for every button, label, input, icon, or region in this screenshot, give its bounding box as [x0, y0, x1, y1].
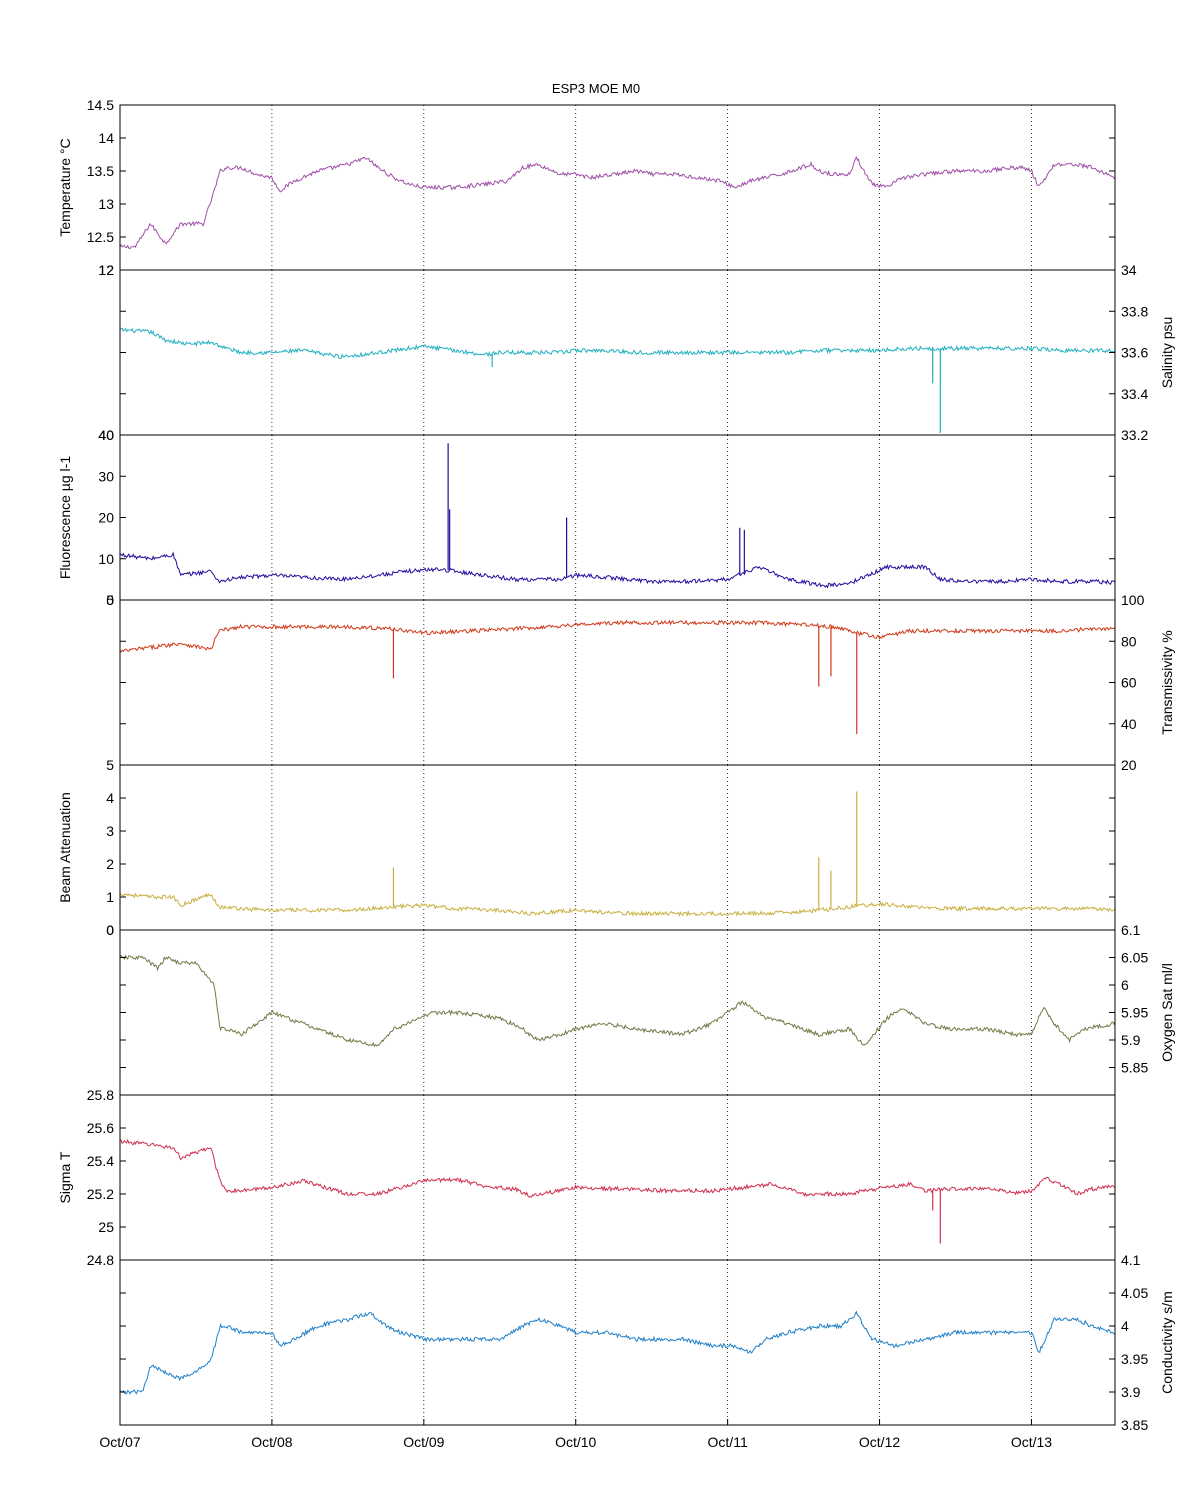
series-line-oxygen_sat	[119, 954, 1116, 1048]
y-tick-label: 40	[98, 427, 114, 443]
y-axis-label: Salinity psu	[1159, 317, 1175, 389]
panel-temperature: 12 12.5 13 13.5 14 14.5 Temperature °C	[57, 97, 1116, 278]
y-tick-label: 0	[106, 922, 114, 938]
y-tick-label: 2	[106, 856, 114, 872]
y-tick-label: 13.5	[87, 163, 114, 179]
series-line-sigma_t	[119, 1138, 1116, 1198]
y-tick-label: 5.85	[1121, 1060, 1148, 1076]
y-tick-label: 4	[1121, 1318, 1129, 1334]
x-tick-label: Oct/08	[251, 1434, 292, 1450]
y-tick-label: 100	[1121, 592, 1145, 608]
y-tick-label: 5.9	[1121, 1032, 1141, 1048]
y-tick-label: 5	[106, 757, 114, 773]
y-tick-label: 5	[106, 592, 114, 608]
x-tick-label: Oct/12	[859, 1434, 900, 1450]
series-line-salinity	[119, 327, 1116, 359]
y-axis-label: Conductivity s/m	[1159, 1291, 1175, 1394]
panel-salinity: 33.2 33.4 33.6 33.8 34 12 40 Salinity psu	[98, 262, 1175, 443]
series-line-beam_attenuation	[119, 892, 1116, 918]
y-tick-label: 3.9	[1121, 1384, 1141, 1400]
y-axis-label: Transmissivity %	[1159, 630, 1175, 735]
y-axis-label: Temperature °C	[57, 138, 73, 236]
panel-sigma_t: 24.8 25 25.2 25.4 25.6 25.8 Sigma T	[57, 1087, 1116, 1268]
y-tick-label: 4.1	[1121, 1252, 1141, 1268]
y-tick-label: 33.6	[1121, 345, 1148, 361]
y-tick-label: 3	[106, 823, 114, 839]
y-axis-label: Oxygen Sat ml/l	[1159, 963, 1175, 1062]
y-tick-label: 6.05	[1121, 950, 1148, 966]
panel-frame	[119, 1094, 1116, 1261]
panel-beam_attenuation: 0 1 2 3 4 5 Beam Attenuation	[57, 757, 1116, 938]
y-tick-label: 12.5	[87, 229, 114, 245]
x-tick-label: Oct/11	[708, 1434, 748, 1450]
y-tick-label: 25.4	[87, 1153, 114, 1169]
x-axis: Oct/07 Oct/08 Oct/09 Oct/10 Oct/11 Oct/12 Oct/…	[99, 1419, 1052, 1450]
panel-frame	[119, 269, 1116, 436]
y-tick-label: 1	[106, 889, 114, 905]
y-axis-label: Beam Attenuation	[57, 792, 73, 903]
y-tick-label: 10	[98, 551, 114, 567]
chart-title: ESP3 MOE M0	[552, 81, 640, 96]
y-tick-label: 40	[1121, 716, 1137, 732]
y-tick-label: 60	[1121, 675, 1137, 691]
y-tick-label: 0	[106, 922, 114, 938]
y-tick-label: 20	[1121, 757, 1137, 773]
panel-frame	[119, 599, 1116, 766]
y-tick-label: 33.8	[1121, 303, 1148, 319]
panel-fluorescence: 0 10 20 30 40 Fluorescence µg l-1	[57, 427, 1116, 608]
y-tick-label: 3.95	[1121, 1351, 1148, 1367]
y-tick-label: 33.2	[1121, 427, 1148, 443]
y-tick-label: 25.8	[87, 1087, 114, 1103]
y-tick-label: 6	[1121, 977, 1129, 993]
y-axis-label: Sigma T	[57, 1151, 73, 1203]
y-tick-label: 25	[98, 1219, 114, 1235]
y-axis-label: Fluorescence µg l-1	[57, 456, 73, 579]
y-tick-label: 3.85	[1121, 1417, 1148, 1433]
y-tick-label: 34	[1121, 262, 1137, 278]
y-tick-label: 24.8	[87, 1252, 114, 1268]
y-tick-label: 40	[98, 427, 114, 443]
y-tick-label: 30	[98, 468, 114, 484]
series-line-conductivity	[119, 1310, 1116, 1395]
y-tick-label: 20	[98, 510, 114, 526]
y-tick-label: 5.95	[1121, 1005, 1148, 1021]
y-tick-label: 4.05	[1121, 1285, 1148, 1301]
x-tick-label: Oct/13	[1011, 1434, 1052, 1450]
y-tick-label: 14.5	[87, 97, 114, 113]
y-tick-label: 14	[98, 130, 114, 146]
x-tick-label: Oct/07	[99, 1434, 140, 1450]
y-tick-label: 4	[106, 790, 114, 806]
panel-oxygen_sat: 5.85 5.9 5.95 6 6.05 6.1 0 Oxygen Sat ml/l	[106, 922, 1175, 1096]
panel-frame	[119, 1259, 1116, 1426]
y-tick-label: 25.6	[87, 1120, 114, 1136]
y-tick-label: 13	[98, 196, 114, 212]
y-tick-label: 6.1	[1121, 922, 1141, 938]
series-line-transmissivity	[119, 619, 1116, 653]
y-tick-label: 25.2	[87, 1186, 114, 1202]
panel-conductivity: 3.85 3.9 3.95 4 4.05 4.1 Conductivity s/m	[119, 1252, 1175, 1433]
y-tick-label: 80	[1121, 633, 1137, 649]
panel-frame	[119, 764, 1116, 931]
x-tick-label: Oct/09	[403, 1434, 444, 1450]
y-tick-label: 12	[98, 262, 114, 278]
series-line-fluorescence	[119, 551, 1116, 589]
panel-transmissivity: 20 40 60 80 100 5 Transmissivity %	[106, 592, 1175, 773]
y-tick-label: 33.4	[1121, 386, 1148, 402]
y-tick-label: 12	[98, 262, 114, 278]
x-tick-label: Oct/10	[555, 1434, 596, 1450]
y-tick-label: 0	[106, 592, 114, 608]
panel-frame	[119, 104, 1116, 271]
series-line-temperature	[119, 155, 1116, 250]
